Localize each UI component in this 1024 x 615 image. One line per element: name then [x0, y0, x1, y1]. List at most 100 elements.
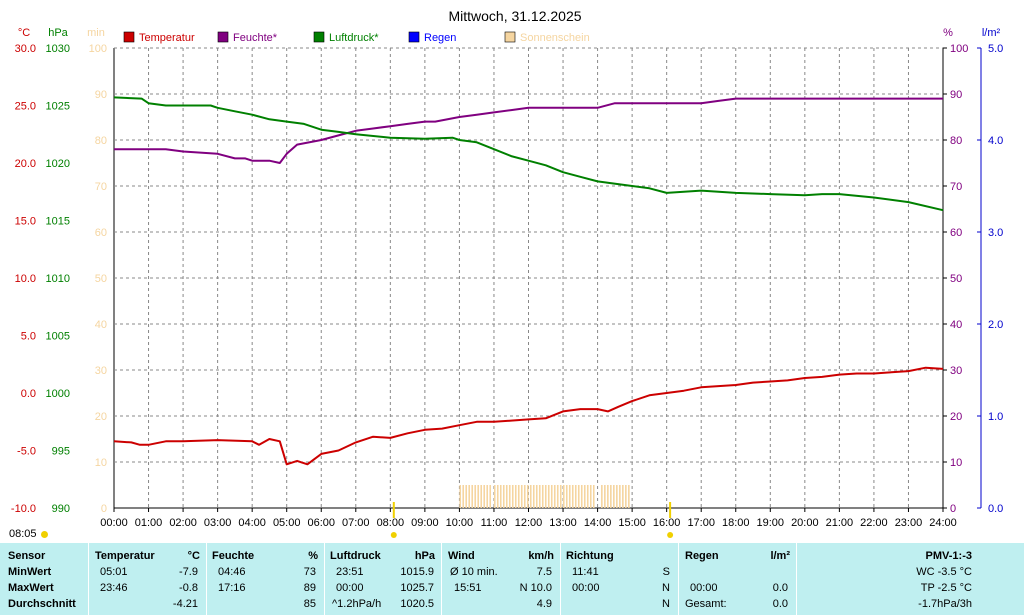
y-tick-label-press: 1030 — [46, 43, 70, 55]
row-label-durchschnitt: Durchschnitt — [8, 598, 76, 610]
y-axis-unit-press: hPa — [48, 27, 68, 39]
sunshine-bar — [502, 485, 505, 508]
y-tick-label-hum: 60 — [950, 227, 962, 239]
column-divider — [796, 543, 797, 615]
y-tick-label-hum: 80 — [950, 135, 962, 147]
legend-swatch — [313, 31, 325, 43]
y-tick-label-sun: 70 — [95, 181, 107, 193]
wind-row1-value: N 10.0 — [519, 582, 552, 594]
legend-swatch — [123, 31, 135, 43]
rain-total-label: Gesamt: — [685, 598, 727, 610]
column-divider — [441, 543, 442, 615]
y-tick-label-hum: 10 — [950, 457, 962, 469]
x-tick-label: 20:00 — [791, 517, 819, 529]
sunshine-bar — [529, 485, 532, 508]
y-tick-label-hum: 40 — [950, 319, 962, 331]
y-tick-label-rain: 1.0 — [988, 411, 1003, 423]
y-tick-label-temp: 25.0 — [15, 101, 36, 113]
hum-max-time: 17:16 — [218, 582, 246, 594]
wind-row0-label: Ø 10 min. — [450, 566, 498, 578]
y-tick-label-sun: 90 — [95, 89, 107, 101]
sunshine-bar — [474, 485, 477, 508]
dir-row1-time: 00:00 — [572, 582, 600, 594]
x-tick-label: 00:00 — [100, 517, 128, 529]
sun-markers — [390, 502, 674, 538]
press-max-value: 1025.7 — [400, 582, 434, 594]
sunshine-bar — [568, 485, 571, 508]
sunshine-bar — [459, 485, 462, 508]
y-tick-label-temp: 5.0 — [21, 331, 36, 343]
x-tick-label: 23:00 — [895, 517, 923, 529]
sunshine-bar — [559, 485, 562, 508]
sunshine-bar — [496, 485, 499, 508]
sunshine-bar — [544, 485, 547, 508]
sunshine-bar — [571, 485, 574, 508]
y-tick-label-rain: 5.0 — [988, 43, 1003, 55]
sunshine-bar — [493, 485, 496, 508]
pmv-row2: -1.7hPa/3h — [918, 598, 972, 610]
sunshine-bar — [625, 485, 627, 508]
sunshine-bar — [574, 485, 577, 508]
sunshine-bar — [535, 485, 538, 508]
x-axis: 00:00 01:00 02:00 03:00 04:00 05:00 06:00 07:00… — [100, 508, 957, 529]
wind-avg-value: 4.9 — [536, 598, 552, 610]
sunshine-bar — [592, 485, 595, 508]
y-tick-label-temp: 0.0 — [21, 388, 36, 400]
column-divider — [206, 543, 207, 615]
header-richtung: Richtung — [566, 550, 614, 562]
sunshine-bar — [505, 485, 508, 508]
legend-label: Temperatur — [139, 32, 195, 44]
header-wind-unit: km/h — [528, 550, 554, 562]
summary-table: Sensor Temperatur °C Feuchte % Luftdruck… — [0, 543, 1024, 615]
x-tick-label: 06:00 — [307, 517, 335, 529]
sunshine-bar — [517, 485, 520, 508]
y-tick-label-hum: 20 — [950, 411, 962, 423]
x-tick-label: 12:00 — [515, 517, 543, 529]
x-tick-label: 07:00 — [342, 517, 370, 529]
sunshine-bar — [514, 485, 517, 508]
temp-min-time: 05:01 — [100, 566, 128, 578]
y-tick-label-sun: 40 — [95, 319, 107, 331]
x-tick-label: 04:00 — [238, 517, 266, 529]
sunshine-bar — [477, 485, 480, 508]
sunshine-bar — [553, 485, 556, 508]
sunshine-bar — [613, 485, 615, 508]
sunshine-bar — [562, 485, 565, 508]
press-avg-value: 1020.5 — [400, 598, 434, 610]
y-tick-label-temp: 15.0 — [15, 216, 36, 228]
dir-row0-time: 11:41 — [572, 566, 599, 578]
sunshine-bar — [523, 485, 526, 508]
column-divider — [324, 543, 325, 615]
sunshine-bar — [556, 485, 559, 508]
y-tick-label-temp: 10.0 — [15, 273, 36, 285]
header-temperatur: Temperatur — [95, 550, 155, 562]
x-tick-label: 15:00 — [618, 517, 646, 529]
x-tick-label: 13:00 — [549, 517, 577, 529]
sunshine-bar — [550, 485, 553, 508]
y-tick-label-sun: 50 — [95, 273, 107, 285]
x-tick-label: 03:00 — [204, 517, 232, 529]
press-min-value: 1015.9 — [400, 566, 434, 578]
y-tick-label-press: 1000 — [46, 388, 70, 400]
y-tick-label-temp: -5.0 — [17, 446, 36, 458]
sunshine-bar — [628, 485, 630, 508]
header-feuchte-unit: % — [308, 550, 318, 562]
y-axis-unit-sun: min — [87, 27, 105, 39]
y-tick-label-sun: 10 — [95, 457, 107, 469]
dir-row1-value: N — [662, 582, 670, 594]
y-tick-label-sun: 30 — [95, 365, 107, 377]
marker-dot-sunset — [667, 532, 674, 538]
header-pmv: PMV-1:-3 — [925, 550, 972, 562]
row-label-maxwert: MaxWert — [8, 582, 54, 594]
weather-chart: Mittwoch, 31.12.2025 30.0 25.0 20.0 15.0 10.… — [11, 8, 1003, 538]
temp-max-value: -0.8 — [179, 582, 198, 594]
y-tick-label-temp: -10.0 — [11, 503, 36, 515]
sunshine-bar — [622, 485, 624, 508]
rain-row1-value: 0.0 — [772, 582, 788, 594]
sunshine-bar — [471, 485, 474, 508]
sunshine-bar — [486, 485, 489, 508]
x-tick-label: 11:00 — [481, 517, 508, 529]
temp-avg-value: -4.21 — [172, 598, 198, 610]
header-luftdruck: Luftdruck — [330, 550, 381, 562]
y-tick-label-sun: 80 — [95, 135, 107, 147]
